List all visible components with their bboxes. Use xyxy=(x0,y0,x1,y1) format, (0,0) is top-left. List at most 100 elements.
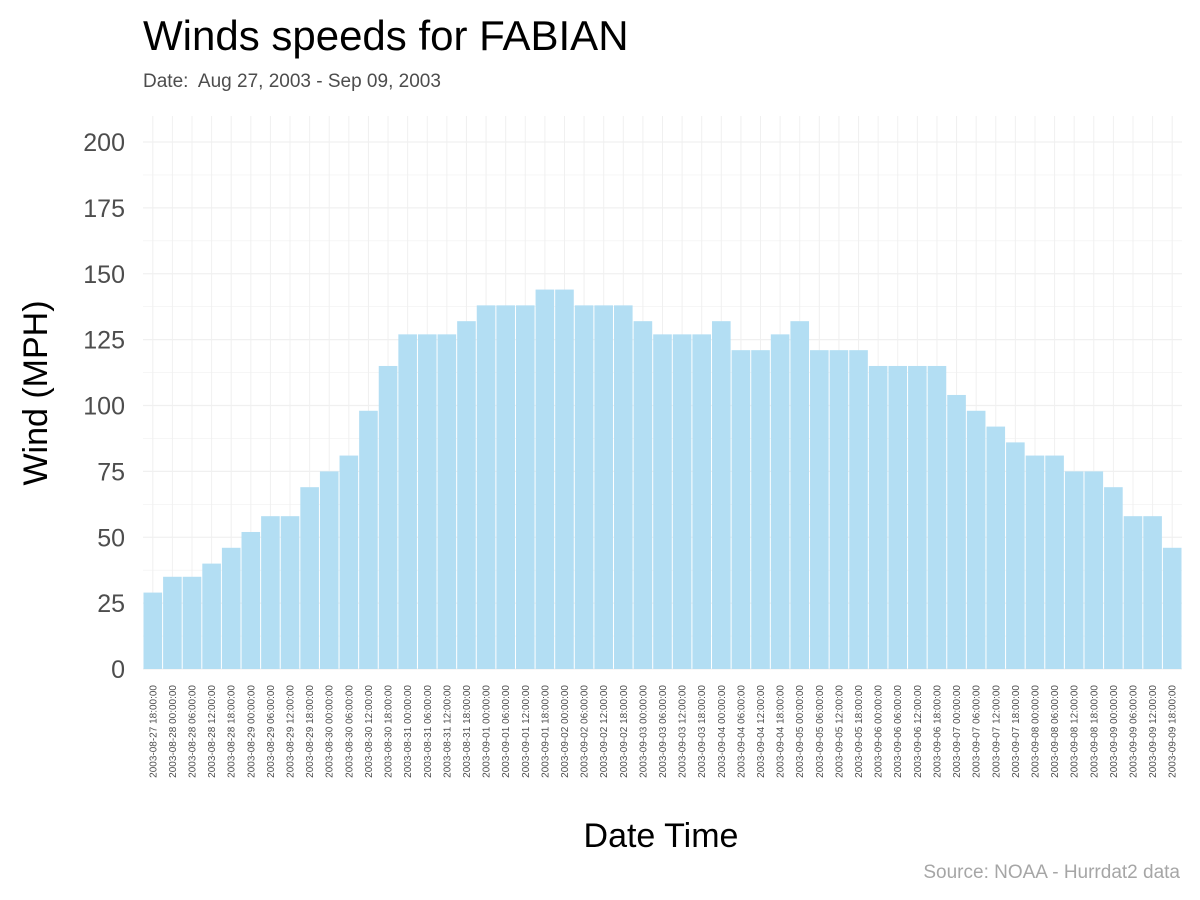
bar xyxy=(1143,516,1162,669)
x-tick-label: 2003-08-28 12:00:00 xyxy=(207,685,218,778)
bar xyxy=(202,563,221,669)
bar xyxy=(1123,516,1143,669)
bar xyxy=(594,305,613,669)
bar xyxy=(182,576,202,669)
bar xyxy=(398,334,417,669)
bar xyxy=(770,334,790,669)
bar xyxy=(535,289,555,669)
x-tick-label: 2003-09-07 12:00:00 xyxy=(991,685,1002,778)
bar xyxy=(300,487,319,669)
x-tick-label: 2003-08-30 00:00:00 xyxy=(325,685,336,778)
x-tick-label: 2003-08-28 06:00:00 xyxy=(188,685,199,778)
bar xyxy=(692,334,712,669)
x-tick-label: 2003-08-31 06:00:00 xyxy=(423,685,434,778)
bar xyxy=(143,592,163,669)
x-tick-label: 2003-09-03 18:00:00 xyxy=(697,685,708,778)
x-tick-label: 2003-08-27 18:00:00 xyxy=(148,685,159,778)
y-tick-label: 75 xyxy=(97,458,125,486)
x-tick-label: 2003-09-05 18:00:00 xyxy=(854,685,865,778)
chart-title: Winds speeds for FABIAN xyxy=(143,12,629,59)
bar xyxy=(868,365,888,669)
x-tick-label: 2003-09-06 00:00:00 xyxy=(874,685,885,778)
bar xyxy=(613,305,633,669)
bar xyxy=(712,321,731,669)
x-tick-label: 2003-08-29 12:00:00 xyxy=(286,685,297,778)
bar xyxy=(888,365,908,669)
bar xyxy=(908,365,927,669)
bar xyxy=(555,289,574,669)
x-tick-label: 2003-08-31 18:00:00 xyxy=(462,685,473,778)
x-tick-label: 2003-09-07 00:00:00 xyxy=(952,685,963,778)
y-tick-label: 100 xyxy=(83,393,125,421)
bar xyxy=(515,305,535,669)
x-tick-label: 2003-08-29 06:00:00 xyxy=(266,685,277,778)
bar xyxy=(1084,471,1104,669)
x-tick-label: 2003-09-06 06:00:00 xyxy=(893,685,904,778)
bar xyxy=(574,305,594,669)
x-tick-label: 2003-09-08 06:00:00 xyxy=(1050,685,1061,778)
bar xyxy=(927,365,947,669)
x-tick-label: 2003-08-28 18:00:00 xyxy=(227,685,238,778)
y-axis-title: Wind (MPH) xyxy=(17,300,55,485)
bar xyxy=(653,334,672,669)
x-tick-label: 2003-09-01 06:00:00 xyxy=(501,685,512,778)
bar xyxy=(221,547,241,669)
x-tick-label: 2003-08-30 06:00:00 xyxy=(344,685,355,778)
y-axis-ticks: 0 25 50 75 100 125 150 175 200 xyxy=(83,129,125,684)
bar xyxy=(339,455,359,669)
bar xyxy=(947,394,966,669)
x-tick-label: 2003-08-31 00:00:00 xyxy=(403,685,414,778)
y-tick-label: 50 xyxy=(97,524,125,552)
x-tick-label: 2003-09-03 00:00:00 xyxy=(638,685,649,778)
x-tick-label: 2003-09-04 18:00:00 xyxy=(776,685,787,778)
bar xyxy=(496,305,515,669)
x-tick-label: 2003-09-01 00:00:00 xyxy=(482,685,493,778)
x-tick-label: 2003-09-08 12:00:00 xyxy=(1070,685,1081,778)
bars-group xyxy=(143,289,1182,669)
x-tick-label: 2003-09-02 18:00:00 xyxy=(619,685,630,778)
x-tick-label: 2003-09-04 06:00:00 xyxy=(736,685,747,778)
x-tick-label: 2003-09-08 00:00:00 xyxy=(1030,685,1041,778)
x-tick-label: 2003-08-29 18:00:00 xyxy=(305,685,316,778)
x-tick-label: 2003-09-09 12:00:00 xyxy=(1148,685,1159,778)
x-tick-label: 2003-09-01 12:00:00 xyxy=(521,685,532,778)
x-tick-label: 2003-09-06 18:00:00 xyxy=(932,685,943,778)
bar xyxy=(672,334,692,669)
bar xyxy=(280,516,300,669)
x-tick-label: 2003-09-02 06:00:00 xyxy=(580,685,591,778)
bar xyxy=(751,350,770,669)
bar xyxy=(1006,442,1025,669)
y-tick-label: 25 xyxy=(97,590,125,618)
bar xyxy=(633,321,653,669)
bar xyxy=(261,516,280,669)
x-tick-label: 2003-08-30 12:00:00 xyxy=(364,685,375,778)
bar xyxy=(457,321,476,669)
x-tick-label: 2003-09-03 06:00:00 xyxy=(658,685,669,778)
bar xyxy=(790,321,810,669)
bar xyxy=(849,350,868,669)
x-tick-label: 2003-08-28 00:00:00 xyxy=(168,685,179,778)
bar xyxy=(1162,547,1182,669)
x-tick-label: 2003-09-05 06:00:00 xyxy=(815,685,826,778)
x-axis-ticks: 2003-08-27 18:00:00 2003-08-28 00:00:00 20… xyxy=(148,685,1178,778)
x-tick-label: 2003-09-09 06:00:00 xyxy=(1128,685,1139,778)
bar xyxy=(1025,455,1045,669)
bar xyxy=(1064,471,1084,669)
x-axis-title: Date Time xyxy=(584,817,739,855)
bar xyxy=(1045,455,1064,669)
x-tick-label: 2003-09-09 00:00:00 xyxy=(1109,685,1120,778)
x-tick-label: 2003-08-29 00:00:00 xyxy=(246,685,257,778)
y-tick-label: 200 xyxy=(83,129,125,157)
y-tick-label: 150 xyxy=(83,261,125,289)
x-tick-label: 2003-09-02 12:00:00 xyxy=(599,685,610,778)
bar xyxy=(241,531,261,669)
x-tick-label: 2003-08-30 18:00:00 xyxy=(384,685,395,778)
source-caption: Source: NOAA - Hurrdat2 data xyxy=(923,862,1180,883)
bar xyxy=(829,350,849,669)
bar xyxy=(359,410,378,669)
bar xyxy=(986,426,1006,669)
x-tick-label: 2003-09-07 06:00:00 xyxy=(972,685,983,778)
bar xyxy=(1104,487,1123,669)
bar xyxy=(163,576,182,669)
